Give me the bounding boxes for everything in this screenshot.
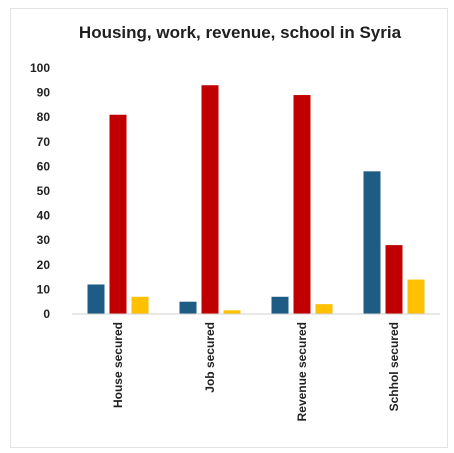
y-tick-label: 10 xyxy=(37,282,51,296)
y-tick-label: 70 xyxy=(37,135,51,149)
bar-1-schhol-secured xyxy=(363,171,381,314)
x-axis-ticks: House secured Job secured Revenue secured S… xyxy=(111,322,401,421)
bar-2-schhol-secured xyxy=(385,245,403,314)
x-tick-label: Revenue secured xyxy=(295,322,309,421)
bar-3-house-secured xyxy=(131,296,149,314)
y-axis-ticks: 0 10 20 30 40 50 60 70 80 90 100 xyxy=(30,61,50,321)
bar-2-job-secured xyxy=(201,85,219,314)
bar-1-revenue-secured xyxy=(271,296,289,314)
bar-3-job-secured xyxy=(223,310,241,314)
x-tick-label: Job secured xyxy=(203,322,217,393)
chart-title: Housing, work, revenue, school in Syria xyxy=(79,23,402,42)
y-tick-label: 50 xyxy=(37,184,51,198)
bar-2-revenue-secured xyxy=(293,95,311,314)
y-tick-label: 20 xyxy=(37,258,51,272)
bar-2-house-secured xyxy=(109,114,127,315)
bar-1-house-secured xyxy=(87,284,105,314)
y-tick-label: 0 xyxy=(43,307,50,321)
bar-3-revenue-secured xyxy=(315,304,333,314)
y-tick-label: 80 xyxy=(37,110,51,124)
y-tick-label: 30 xyxy=(37,233,51,247)
y-tick-label: 60 xyxy=(37,159,51,173)
bar-3-schhol-secured xyxy=(407,279,425,314)
y-tick-label: 40 xyxy=(37,209,51,223)
x-tick-label: Schhol secured xyxy=(387,322,401,411)
bar-1-job-secured xyxy=(179,301,197,314)
x-tick-label: House secured xyxy=(111,322,125,408)
y-tick-label: 90 xyxy=(37,86,51,100)
bars xyxy=(87,85,425,315)
y-tick-label: 100 xyxy=(30,61,50,75)
